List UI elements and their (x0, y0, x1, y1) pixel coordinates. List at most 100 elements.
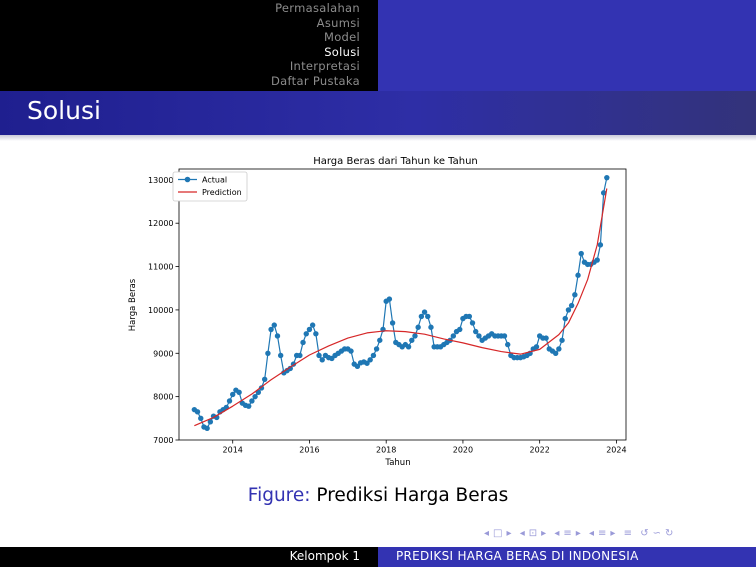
nav-item-asumsi[interactable]: Asumsi (316, 15, 360, 30)
data-point-actual (600, 190, 607, 196)
x-tick-label: 2014 (223, 446, 243, 455)
axes: 2014 2016 2018 2020 2022 2024 7000 8000 9000 1000… (148, 176, 627, 455)
frame-title-bar: Solusi (0, 91, 756, 135)
data-point-actual (425, 313, 431, 320)
x-tick-label: 2018 (376, 446, 396, 455)
y-tick-label: 11000 (148, 263, 173, 272)
nav-next-section-icon[interactable]: ▸ (610, 528, 617, 539)
nav-next-subsection-icon[interactable]: ▸ (575, 528, 582, 539)
data-point-actual (265, 350, 271, 356)
legend-actual-marker (184, 176, 191, 183)
data-point-actual (597, 242, 604, 248)
beamer-nav-symbols: ◂ □ ▸ ◂ ⊡ ▸ ◂ ≡ ▸ ◂ ≡ ▸ ≡ ↺ ∽ ↻ (484, 528, 677, 539)
data-point-actual (533, 344, 540, 350)
data-point-actual (505, 341, 511, 348)
data-point-actual (300, 339, 306, 346)
data-point-actual (565, 307, 572, 313)
data-point-actual (207, 419, 214, 425)
data-point-actual (268, 326, 274, 333)
nav-next-frame-icon[interactable]: ▸ (541, 528, 548, 539)
chart: Harga Beras dari Tahun ke Tahun 2014 2016… (128, 156, 627, 468)
x-tick-label: 2016 (299, 446, 319, 455)
nav-slide-icon[interactable]: □ (493, 528, 504, 539)
nav-item-permasalahan[interactable]: Permasalahan (275, 1, 360, 15)
data-point-actual (543, 335, 549, 341)
caption-text: Prediksi Harga Beras (316, 485, 509, 506)
data-point-actual (271, 322, 277, 328)
data-point-actual (466, 313, 473, 320)
data-point-actual (319, 357, 325, 363)
data-point-actual (415, 324, 421, 330)
data-point-actual (309, 322, 316, 328)
data-point-actual (501, 333, 508, 339)
nav-prev-slide-icon[interactable]: ◂ (484, 528, 491, 539)
nav-item-interpretasi[interactable]: Interpretasi (289, 59, 360, 73)
nav-back-icon[interactable]: ↺ (640, 528, 650, 539)
data-point-actual (373, 346, 380, 352)
data-point-actual (277, 352, 284, 359)
data-point-actual (204, 425, 210, 431)
nav-forward-icon[interactable]: ↻ (664, 528, 675, 539)
data-point-actual (364, 360, 370, 366)
nav-next-slide-icon[interactable]: ▸ (506, 528, 513, 539)
nav-search-icon[interactable]: ∽ (652, 528, 662, 539)
footer-title: PREDIKSI HARGA BERAS DI INDONESIA (396, 549, 639, 563)
data-point-actual (572, 292, 578, 298)
title-shadow (0, 135, 756, 141)
data-point-actual (313, 331, 319, 337)
y-tick-label: 12000 (148, 219, 173, 228)
data-point-actual (575, 272, 581, 278)
nav-prev-subsection-icon[interactable]: ◂ (554, 528, 561, 539)
data-point-actual (409, 337, 415, 343)
data-point-actual (604, 174, 610, 181)
data-point-actual (594, 257, 600, 263)
data-point-actual (249, 398, 255, 404)
data-point-actual (367, 357, 373, 363)
x-axis-label: Tahun (384, 458, 410, 468)
y-tick-label: 9000 (153, 349, 173, 358)
nav-prev-section-icon[interactable]: ◂ (588, 528, 596, 539)
data-point-actual (236, 389, 242, 395)
data-point-actual (348, 348, 354, 354)
nav-item-model[interactable]: Model (323, 30, 360, 44)
data-point-actual (386, 296, 393, 302)
data-point-actual (198, 415, 204, 422)
y-tick-label: 13000 (148, 176, 173, 185)
nav-item-solusi[interactable]: Solusi (324, 44, 360, 59)
x-tick-label: 2024 (606, 446, 626, 455)
caption-label: Figure: (247, 485, 311, 506)
series-layer (191, 174, 610, 431)
series-line-prediction (194, 188, 608, 427)
nav-frame-icon[interactable]: ⊡ (528, 528, 539, 539)
data-point-actual (562, 315, 568, 322)
data-point-actual (303, 331, 309, 337)
data-point-actual (421, 309, 428, 315)
nav-align-icon[interactable]: ≡ (623, 528, 634, 539)
nav-prev-frame-icon[interactable]: ◂ (519, 528, 526, 539)
data-point-actual (316, 352, 322, 359)
data-point-actual (450, 333, 457, 339)
data-point-actual (287, 365, 293, 372)
data-point-actual (476, 333, 482, 339)
x-tick-label: 2022 (529, 446, 549, 455)
data-point-actual (559, 337, 565, 343)
data-point-actual (230, 391, 236, 398)
data-point-actual (261, 376, 268, 382)
footline-right: PREDIKSI HARGA BERAS DI INDONESIA (378, 547, 756, 567)
nav-section-icon[interactable]: ≡ (598, 528, 608, 539)
y-tick-label: 7000 (153, 436, 173, 445)
data-point-actual (377, 337, 383, 343)
data-point-actual (306, 326, 313, 333)
frame-title: Solusi (27, 96, 101, 125)
y-axis-label: Harga Beras (128, 278, 138, 331)
data-point-actual (405, 344, 412, 350)
data-point-actual (469, 320, 476, 326)
data-point-actual (252, 393, 258, 400)
data-point-actual (457, 326, 463, 333)
x-tick-label: 2020 (453, 446, 473, 455)
nav-subsection-icon[interactable]: ≡ (563, 528, 573, 539)
section-nav-panel: Permasalahan Asumsi Model Solusi Interpr… (0, 0, 378, 91)
nav-item-daftar-pustaka[interactable]: Daftar Pustaka (271, 73, 360, 88)
chart-title: Harga Beras dari Tahun ke Tahun (313, 156, 478, 167)
